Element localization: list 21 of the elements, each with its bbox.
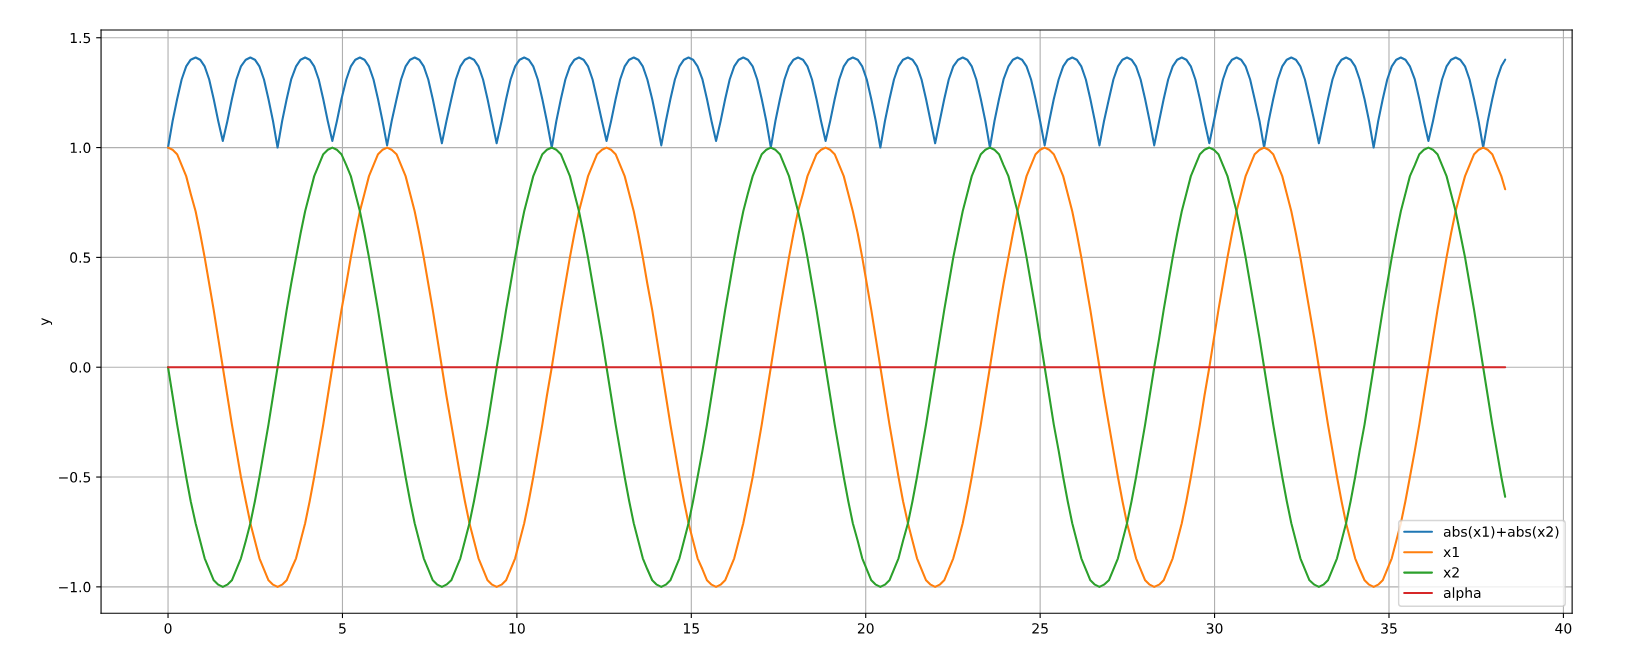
legend-label: abs(x1)+abs(x2): [1443, 526, 1559, 539]
y-tick-label: 1.5: [70, 32, 91, 44]
x-tick-label: 20: [857, 623, 874, 634]
x-tick-label: 25: [1032, 623, 1048, 634]
y-tick-label: 0.5: [70, 252, 91, 263]
y-axis-title: y: [41, 317, 53, 326]
x-tick-label: 0: [164, 623, 172, 634]
y-tick-label: −1.0: [59, 581, 91, 593]
legend-label: alpha: [1443, 587, 1481, 601]
x-tick-label: 40: [1555, 623, 1572, 634]
x-tick-label: 5: [339, 623, 346, 634]
x-tick-label: 30: [1206, 623, 1223, 634]
x-tick-label: 10: [509, 623, 525, 634]
y-tick-label: 1.0: [70, 142, 91, 154]
x-tick-label: 15: [683, 623, 699, 634]
y-tick-label: −0.5: [59, 472, 91, 483]
line-series: [167, 56, 1507, 149]
x-tick-label: 35: [1381, 623, 1397, 634]
y-tick-label: 0.0: [70, 362, 91, 373]
legend-label: x1: [1443, 546, 1459, 558]
legend-label: x2: [1443, 567, 1459, 578]
